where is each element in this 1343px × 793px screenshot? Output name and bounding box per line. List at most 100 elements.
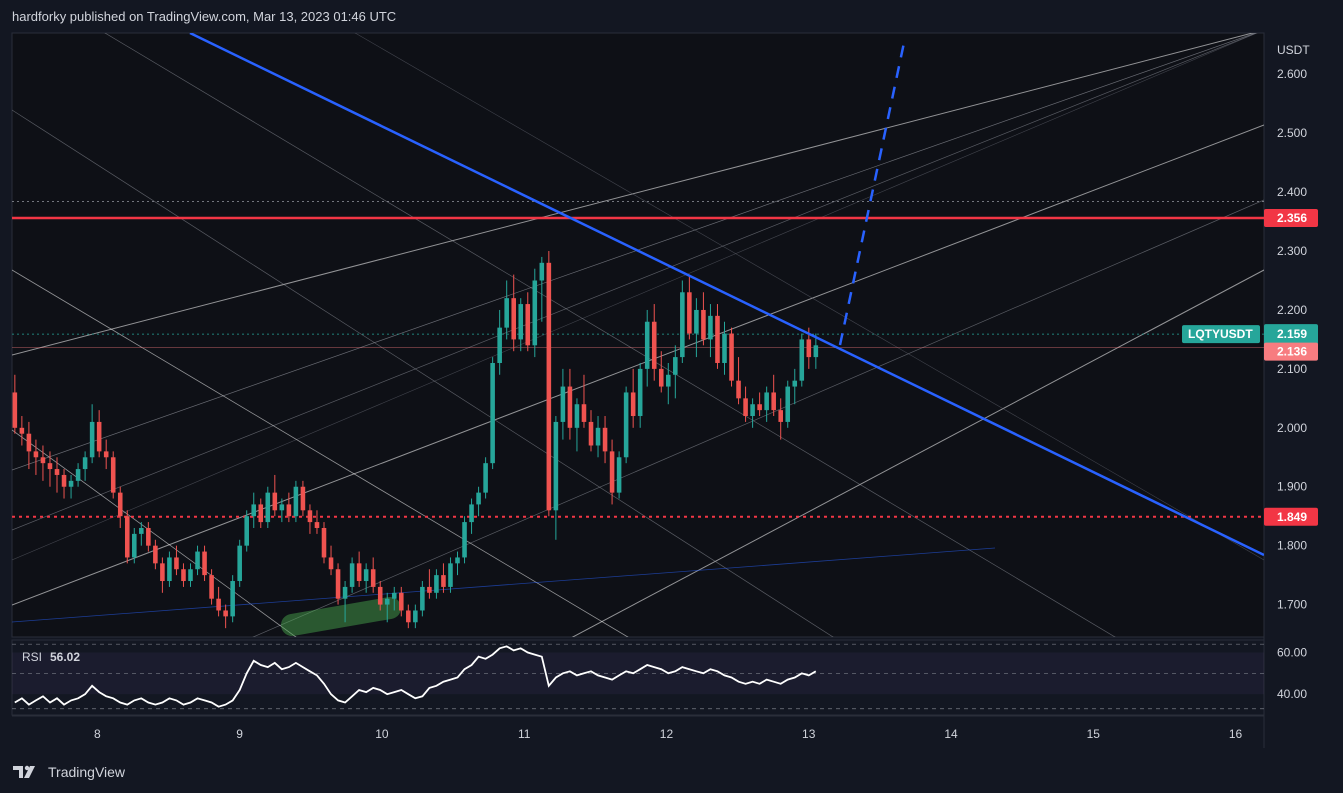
- candle-body: [174, 557, 179, 570]
- tradingview-brand: TradingView: [48, 764, 126, 780]
- price-axis: 2.600 2.500 2.400 2.300 2.200 2.100 2.000 1.900…: [1277, 43, 1310, 612]
- candle-body: [455, 557, 460, 564]
- candle-body: [771, 392, 776, 411]
- candle-body: [532, 280, 538, 346]
- candle-body: [462, 522, 467, 558]
- time-tick-label: 15: [1087, 727, 1101, 741]
- price-tick-label: 2.500: [1277, 126, 1307, 140]
- candle-body: [630, 392, 636, 417]
- candle-body: [223, 610, 228, 617]
- candle-body: [314, 522, 320, 528]
- currency-label: USDT: [1277, 43, 1310, 57]
- candle-body: [651, 321, 657, 369]
- channel-line: [354, 33, 1264, 561]
- candle-body: [483, 463, 488, 493]
- trendlines: [189, 33, 1264, 557]
- candle-body: [539, 262, 545, 281]
- candle-body: [202, 551, 207, 576]
- candle-body: [743, 398, 748, 417]
- channel-line: [571, 269, 1264, 637]
- candle-body: [764, 392, 769, 411]
- candle-body: [307, 510, 313, 523]
- candle-body: [103, 451, 109, 458]
- prev-price-tag: [1264, 342, 1318, 361]
- horizontal-levels: [12, 201, 1264, 518]
- time-tick-label: 14: [944, 727, 958, 741]
- tradingview-logo[interactable]: TradingView: [12, 764, 125, 780]
- candle-body: [75, 469, 81, 481]
- candles: [12, 251, 819, 629]
- candle-body: [469, 504, 474, 523]
- candle-body: [96, 421, 102, 452]
- candle-body: [420, 586, 425, 611]
- price-tick-label: 2.300: [1277, 244, 1307, 258]
- candle-body: [518, 304, 524, 340]
- symbol-label: LQTYUSDT: [1188, 327, 1253, 341]
- price-tick-label: 2.100: [1277, 362, 1307, 376]
- candle-body: [553, 421, 559, 511]
- price-pane-frame: [11, 32, 1265, 638]
- rsi-title: RSI: [22, 650, 42, 664]
- candle-body: [19, 427, 25, 434]
- candle-body: [511, 298, 516, 340]
- time-axis: 8 9 10 11 12 13 14 15 16: [94, 727, 1243, 741]
- tradingview-logo-icon: [13, 765, 35, 778]
- candle-body: [89, 421, 95, 458]
- level-price-label: 2.356: [1277, 211, 1307, 225]
- candle-body: [560, 386, 566, 422]
- candle-body: [708, 315, 713, 340]
- candle-body: [251, 504, 257, 517]
- candle-body: [124, 516, 130, 558]
- channel-line: [12, 109, 834, 637]
- candle-body: [427, 586, 432, 593]
- price-tick-label: 1.800: [1277, 539, 1307, 553]
- candle-body: [363, 569, 369, 582]
- time-tick-label: 12: [660, 727, 674, 741]
- rsi-value: 56.02: [50, 650, 80, 664]
- candle-body: [574, 404, 580, 428]
- level-price-tag: [1264, 507, 1318, 526]
- publish-line: hardforky published on TradingView.com, …: [12, 9, 397, 24]
- candle-body: [139, 527, 144, 534]
- candle-body: [406, 610, 411, 623]
- candle-body: [167, 557, 172, 582]
- descending-trendline: [189, 33, 1264, 557]
- prev-price-label: 2.136: [1277, 345, 1307, 359]
- channel-line: [12, 33, 1255, 356]
- candle-body: [188, 569, 193, 582]
- price-tick-label: 2.400: [1277, 185, 1307, 199]
- channel-line: [12, 269, 629, 637]
- level-price-tag: [1264, 209, 1318, 228]
- candle-body: [413, 610, 418, 623]
- candle-body: [434, 575, 439, 593]
- candle-body: [595, 427, 601, 446]
- candle-body: [342, 586, 348, 599]
- candle-body: [715, 315, 720, 363]
- time-tick-label: 8: [94, 727, 101, 741]
- candle-body: [321, 527, 327, 558]
- candle-body: [757, 404, 762, 411]
- candle-body: [609, 451, 615, 493]
- channel-line: [104, 33, 1116, 637]
- channel-line: [252, 199, 1264, 637]
- candle-body: [602, 427, 608, 452]
- candle-body: [384, 598, 390, 605]
- candle-body: [370, 569, 376, 587]
- time-tick-label: 11: [518, 727, 531, 741]
- channel-line: [12, 429, 297, 637]
- time-tick-label: 13: [802, 727, 816, 741]
- candle-body: [286, 504, 292, 517]
- candle-body: [616, 457, 622, 493]
- time-tick-label: 10: [375, 727, 389, 741]
- candle-body: [391, 592, 397, 599]
- candle-body: [40, 457, 46, 464]
- candle-body: [680, 292, 685, 358]
- current-price-label: 2.159: [1277, 327, 1307, 341]
- rsi-pane: 60.00 40.00 RSI 56.02: [12, 643, 1307, 710]
- candle-body: [490, 362, 495, 464]
- candle-body: [750, 404, 755, 417]
- candle-body: [12, 392, 18, 428]
- candle-body: [160, 563, 165, 582]
